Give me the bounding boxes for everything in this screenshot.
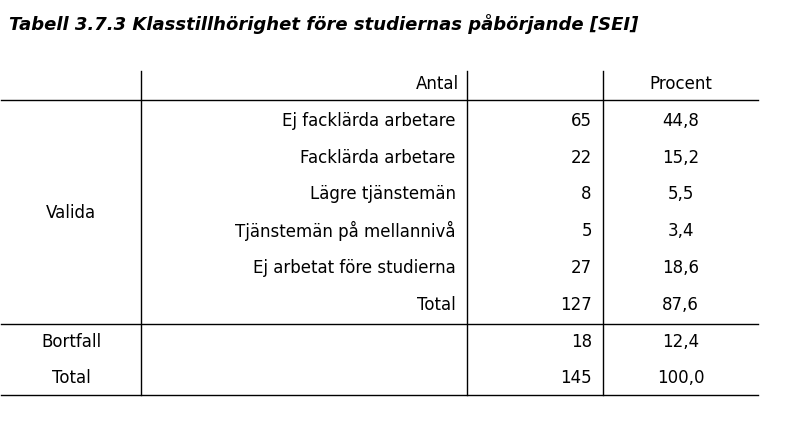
Text: Tjänstemän på mellannivå: Tjänstemän på mellannivå: [235, 221, 456, 241]
Text: Procent: Procent: [649, 75, 712, 93]
Text: 12,4: 12,4: [662, 333, 700, 351]
Text: 127: 127: [560, 296, 592, 314]
Text: 15,2: 15,2: [662, 149, 700, 167]
Text: 8: 8: [582, 185, 592, 203]
Text: 18,6: 18,6: [663, 259, 700, 277]
Text: 3,4: 3,4: [667, 222, 694, 240]
Text: Total: Total: [52, 369, 90, 388]
Text: Antal: Antal: [417, 75, 459, 93]
Text: 27: 27: [571, 259, 592, 277]
Text: Lägre tjänstemän: Lägre tjänstemän: [310, 185, 456, 203]
Text: 100,0: 100,0: [657, 369, 704, 388]
Text: 22: 22: [571, 149, 592, 167]
Text: 65: 65: [571, 112, 592, 130]
Text: Facklärda arbetare: Facklärda arbetare: [300, 149, 456, 167]
Text: Ej facklärda arbetare: Ej facklärda arbetare: [282, 112, 456, 130]
Text: 44,8: 44,8: [663, 112, 700, 130]
Text: Bortfall: Bortfall: [42, 333, 101, 351]
Text: 5,5: 5,5: [667, 185, 694, 203]
Text: 5: 5: [582, 222, 592, 240]
Text: Tabell 3.7.3 Klasstillhörighet före studiernas påbörjande [SEI]: Tabell 3.7.3 Klasstillhörighet före stud…: [9, 14, 638, 34]
Text: Valida: Valida: [46, 204, 97, 222]
Text: Total: Total: [417, 296, 456, 314]
Text: 18: 18: [571, 333, 592, 351]
Text: Ej arbetat före studierna: Ej arbetat före studierna: [253, 259, 456, 277]
Text: 87,6: 87,6: [663, 296, 700, 314]
Text: 145: 145: [560, 369, 592, 388]
